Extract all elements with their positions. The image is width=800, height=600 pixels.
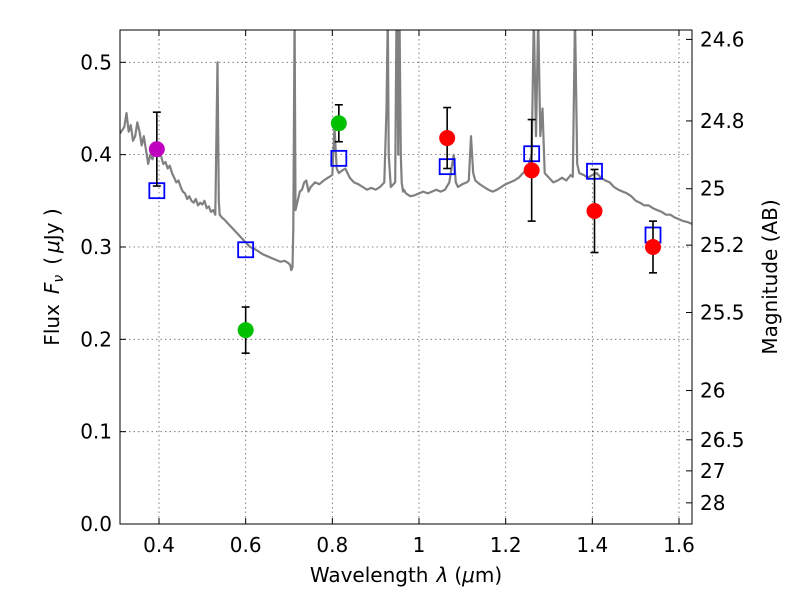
mag-tick-label: 27 <box>700 459 725 483</box>
y-tick-label: 0.5 <box>80 50 112 74</box>
plot-frame <box>119 29 693 525</box>
observed-photometry-point <box>330 115 347 132</box>
y-tick-label: 0.1 <box>80 420 112 444</box>
y-tick-label: 0.0 <box>80 512 112 536</box>
plot-area <box>120 30 692 354</box>
x-tick-label: 1.4 <box>576 533 608 557</box>
mag-tick-label: 28 <box>700 491 725 515</box>
model-spectrum-line <box>120 30 692 272</box>
x-tick-label: 1.2 <box>490 533 522 557</box>
observed-photometry-point <box>148 141 165 158</box>
mag-tick-label: 25.2 <box>700 233 745 257</box>
observed-photometry-point <box>523 162 540 179</box>
model-photometry-square <box>330 149 348 167</box>
mag-tick-label: 24.8 <box>700 109 745 133</box>
x-axis-label-unit-rest: m) <box>475 563 502 587</box>
y-axis-label-unit-open: ( <box>40 257 64 265</box>
observed-photometry-point <box>645 238 661 255</box>
x-tick-label: 0.4 <box>143 533 175 557</box>
x-tick-label: 1.6 <box>663 533 695 557</box>
y-axis-label-sub: ν <box>51 275 67 283</box>
y-axis-label-text: Flux <box>40 304 64 346</box>
mag-tick-label: 25 <box>700 177 725 201</box>
mag-tick-label: 26 <box>700 379 725 403</box>
observed-photometry-point <box>237 322 254 339</box>
y-tick-label: 0.3 <box>80 235 112 259</box>
y-axis-label-unit-mu: μ <box>40 240 64 254</box>
x-axis-label: Wavelength λ (μm) <box>310 563 502 587</box>
observed-photometry-point <box>439 130 456 147</box>
x-tick-label: 1 <box>413 533 426 557</box>
axis-ticks: 0.4 0.6 0.8 1 1.2 1.4 1.6 0.0 0.1 0.2 0.3 0.4 0.5 24.… <box>80 27 744 557</box>
y-axis-label-symbol: F <box>40 282 64 294</box>
x-tick-label: 0.8 <box>316 533 348 557</box>
model-photometry-square <box>237 241 255 259</box>
y-tick-label: 0.4 <box>80 143 112 167</box>
x-tick-label: 0.6 <box>230 533 262 557</box>
y-axis-label: Flux Fν ( μJy ) <box>40 208 67 345</box>
y-axis-label-unit-rest: Jy ) <box>40 208 64 242</box>
observed-photometry-point <box>586 202 603 219</box>
x-axis-label-symbol: λ <box>435 563 448 587</box>
y-tick-label: 0.2 <box>80 327 112 351</box>
mag-tick-label: 25.5 <box>700 300 745 324</box>
mag-tick-label: 26.5 <box>700 428 745 452</box>
x-axis-label-unit-open: ( <box>454 563 462 587</box>
x-axis-label-unit-mu: μ <box>461 563 475 587</box>
grid <box>120 30 692 524</box>
x-axis-label-text: Wavelength <box>310 563 429 587</box>
mag-tick-label: 24.6 <box>700 27 745 51</box>
y2-axis-label: Magnitude (AB) <box>758 199 782 354</box>
